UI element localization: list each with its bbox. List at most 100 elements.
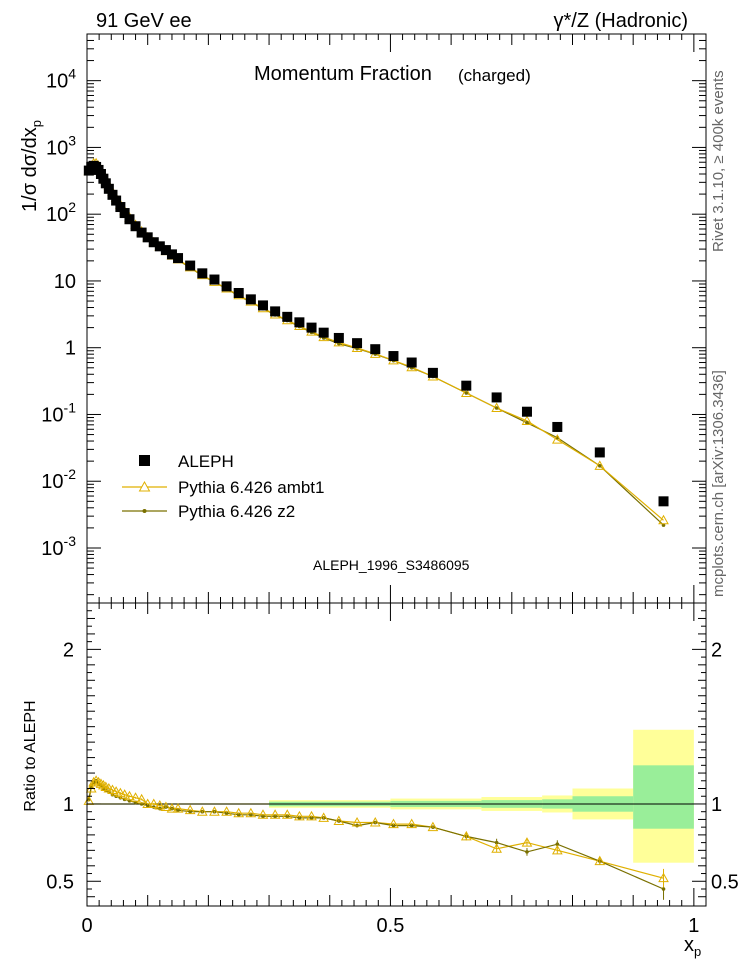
ratio-ambt1-marker	[294, 810, 305, 821]
ratio-z2-marker	[391, 823, 396, 828]
ambt1-marker	[460, 387, 472, 397]
ratio-z2-marker	[273, 814, 277, 819]
ambt1-marker	[551, 434, 563, 444]
ratio-ambt1-marker	[93, 776, 104, 787]
legend-label: Pythia 6.426 z2	[178, 502, 295, 521]
aleph-marker	[142, 232, 153, 243]
svg-text:xp: xp	[684, 934, 701, 959]
svg-text:1/σ dσ/dxp: 1/σ dσ/dxp	[19, 120, 44, 212]
ratio-ambt1-marker	[233, 807, 245, 818]
ratio-ambt1-marker	[351, 817, 363, 827]
ratio-ambt1-marker	[166, 803, 178, 813]
aleph-marker	[294, 317, 305, 328]
ratio-z2-marker	[494, 840, 499, 845]
ratio-y-label: Ratio to ALEPH	[22, 700, 39, 811]
aleph-marker	[107, 189, 118, 200]
aleph-marker	[270, 306, 281, 317]
aleph-marker	[318, 327, 329, 338]
svg-text:Ratio to ALEPH: Ratio to ALEPH	[22, 700, 39, 811]
legend-marker-ambt1	[138, 480, 151, 492]
ratio-ambt1-marker	[119, 789, 130, 799]
aleph-marker	[306, 322, 317, 333]
ratio-ambt1-marker	[491, 843, 502, 853]
ratio-ambt1-marker	[130, 792, 141, 802]
aleph-marker	[388, 351, 399, 362]
ratio-ambt1-marker	[154, 799, 166, 810]
ratio-z2-marker	[409, 823, 414, 828]
legend-label: ALEPH	[178, 452, 234, 471]
aleph-marker	[148, 237, 159, 248]
aleph-marker	[594, 447, 605, 458]
ratio-ambt1-marker	[257, 809, 269, 819]
x-tick-label: 0.5	[377, 915, 405, 937]
header-left: 91 GeV ee	[96, 10, 192, 32]
ratio-ambt1-marker	[658, 872, 669, 883]
ratio-ambt1-marker	[460, 830, 472, 841]
aleph-marker	[245, 294, 256, 305]
ambt1-marker	[491, 402, 502, 413]
ratio-z2-marker	[224, 811, 229, 816]
aleph-marker	[197, 268, 208, 279]
ratio-ambt1-marker	[306, 810, 317, 821]
ratio-band-inner	[633, 765, 694, 829]
rivet-label: Rivet 3.1.10, ≥ 400k events	[710, 70, 727, 252]
ratio-z2-marker	[176, 808, 180, 812]
aleph-marker	[282, 311, 293, 322]
ratio-ambt1-marker	[318, 812, 330, 822]
ratio-y-tick-label: 1	[63, 794, 74, 816]
ratio-ambt1-marker	[369, 817, 381, 827]
aleph-marker	[185, 260, 196, 271]
aleph-marker	[406, 357, 417, 368]
ratio-ambt1-marker	[221, 806, 232, 816]
aleph-marker	[427, 367, 438, 378]
z2-marker	[494, 406, 499, 410]
z2-marker	[525, 421, 529, 425]
aleph-marker	[333, 332, 344, 343]
ratio-z2-marker	[555, 842, 560, 846]
ratio-ambt1-marker	[90, 775, 102, 785]
z2-marker	[464, 391, 469, 395]
y-tick-label: 10	[54, 271, 76, 293]
ratio-z2-marker	[145, 803, 150, 808]
ambt1-marker	[658, 514, 669, 525]
ratio-ambt1-marker	[388, 818, 399, 829]
ratio-z2-marker	[285, 814, 290, 819]
aleph-marker	[233, 287, 244, 298]
analysis-label: ALEPH_1996_S3486095	[313, 557, 470, 573]
aleph-marker	[491, 392, 502, 403]
x-tick-label: 1	[688, 915, 699, 937]
ratio-ambt1-marker	[281, 809, 293, 819]
ratio-y-tick-label: 0.5	[46, 871, 74, 893]
aleph-marker	[658, 496, 669, 507]
main-panel: 10-3 10-2 10-1 1 10 102 103 104 Momentum Fracti…	[19, 33, 707, 604]
ambt1-marker	[521, 415, 533, 425]
chart-subtitle: (charged)	[458, 66, 531, 85]
legend-marker-aleph	[139, 455, 150, 466]
ratio-panel: 0.5 0.5 1 1 2 2 0 0.5 1 Ratio to ALEPH xp	[22, 602, 739, 959]
aleph-marker	[552, 421, 563, 432]
legend: ALEPH Pythia 6.426 ambt1 Pythia 6.426 z2	[122, 452, 324, 521]
ratio-ambt1-marker	[172, 803, 184, 813]
ratio-ambt1-marker	[115, 787, 126, 798]
aleph-marker	[257, 300, 268, 311]
aleph-marker	[111, 195, 122, 206]
aleph-marker	[221, 281, 232, 292]
ratio-ambt1-marker	[160, 801, 172, 812]
z2-line	[88, 162, 664, 526]
ratio-ambt1-marker	[209, 806, 220, 816]
ratio-z2-marker	[236, 812, 241, 817]
ratio-ambt1-marker	[95, 778, 107, 788]
aleph-marker	[124, 214, 135, 225]
mcplots-label: mcplots.cern.ch [arXiv:1306.3436]	[710, 370, 727, 597]
ratio-z2-marker	[297, 816, 302, 820]
ratio-ambt1-marker	[110, 786, 122, 796]
ratio-ambt1-marker	[427, 821, 439, 832]
ratio-ambt1-marker	[136, 793, 147, 804]
y-tick-label: 104	[46, 66, 76, 93]
ratio-ambt1-marker	[406, 818, 418, 829]
aleph-marker	[370, 344, 381, 355]
aleph-marker	[352, 338, 363, 349]
ratio-z2-marker	[249, 812, 253, 817]
ratio-z2-marker	[661, 887, 666, 891]
